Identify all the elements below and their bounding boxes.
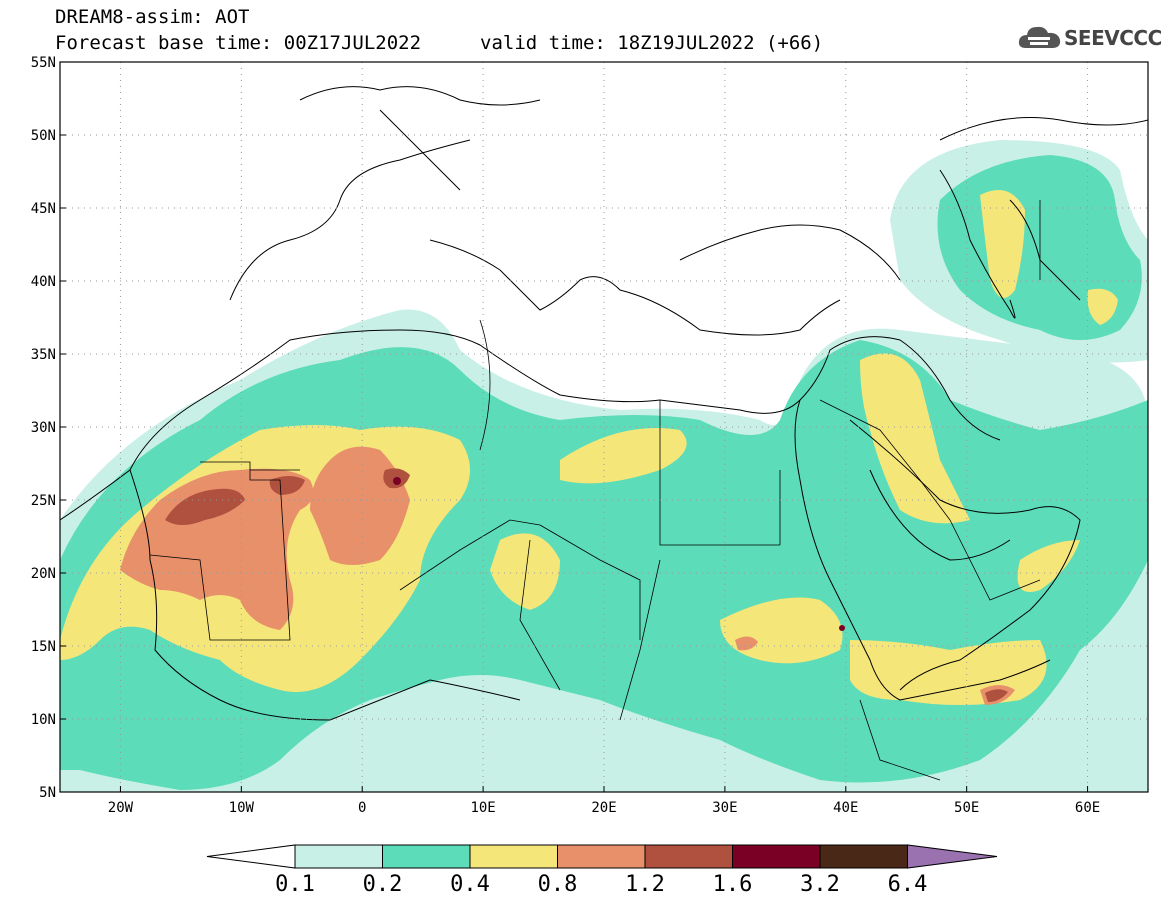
borders — [149, 200, 1041, 781]
colorbar-min-arrow — [206, 844, 296, 869]
coastlines — [60, 86, 1148, 721]
lat-label: 35N — [31, 347, 56, 363]
lat-label: 30N — [31, 420, 56, 436]
lat-label: 45N — [31, 201, 56, 217]
colorbar-label: 0.4 — [450, 872, 490, 897]
forecast-base-time: Forecast base time: 00Z17JUL2022 — [55, 32, 422, 54]
colorbar-label: 6.4 — [887, 872, 928, 897]
lon-label: 20W — [108, 800, 134, 816]
lat-label: 50N — [31, 128, 56, 144]
lon-label: 40E — [833, 800, 858, 816]
colorbar-label: 1.2 — [625, 872, 665, 897]
cloud-logo-icon — [1018, 26, 1061, 48]
colorbar-segment — [644, 844, 733, 869]
map-frame — [59, 61, 1149, 793]
lat-label: 5N — [39, 785, 56, 801]
lon-label: 60E — [1075, 800, 1100, 816]
latitude-labels: 55N 50N 45N 40N 35N 30N 25N 20N 15N 10N 5N — [31, 55, 56, 801]
aot-band-1.2 — [165, 468, 1008, 702]
colorbar-label: 0.1 — [275, 872, 315, 897]
lat-label: 10N — [31, 712, 56, 728]
seevccc-logo: SEEVCCC — [1018, 22, 1162, 56]
colorbar-segment — [294, 844, 383, 869]
lon-label: 10W — [229, 800, 255, 816]
colorbar-label: 1.6 — [712, 872, 753, 897]
lat-label: 15N — [31, 639, 56, 655]
colorbar-segment — [819, 844, 908, 869]
lat-label: 55N — [31, 55, 56, 71]
lon-label: 20E — [591, 800, 616, 816]
lat-label: 25N — [31, 493, 56, 509]
lat-label: 40N — [31, 274, 56, 290]
map-title: DREAM8-assim: AOT — [55, 6, 250, 28]
aot-field — [60, 140, 1148, 792]
colorbar-label: 3.2 — [800, 872, 840, 897]
colorbar-segment — [382, 844, 471, 869]
lon-label: 10E — [470, 800, 495, 816]
valid-time: valid time: 18Z19JUL2022 (+66) — [480, 32, 824, 54]
colorbar-label: 0.2 — [362, 872, 403, 897]
colorbar-max-arrow — [907, 844, 998, 869]
colorbar-label: 0.8 — [537, 872, 578, 897]
colorbar-segment — [557, 844, 646, 869]
lat-label: 20N — [31, 566, 56, 582]
aot-band-1.6 — [393, 477, 845, 631]
logo-text: SEEVCCC — [1064, 26, 1162, 50]
colorbar-segment — [732, 844, 821, 869]
lon-label: 30E — [712, 800, 737, 816]
longitude-labels: 20W 10W 0 10E 20E 30E 40E 50E 60E — [108, 800, 1100, 816]
colorbar-segment — [469, 844, 558, 869]
lon-label: 50E — [954, 800, 979, 816]
colorbar — [206, 844, 998, 869]
lon-label: 0 — [358, 800, 366, 816]
